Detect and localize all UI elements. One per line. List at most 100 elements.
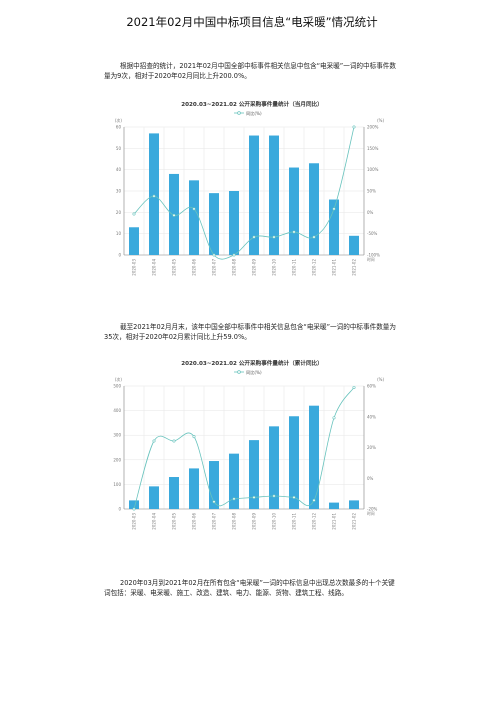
y-left-tick-label: 20 bbox=[116, 210, 122, 215]
bar-2021-01 bbox=[329, 199, 339, 255]
y-right-tick-label: 100% bbox=[367, 167, 379, 172]
x-tick-label: 2021-01 bbox=[332, 259, 337, 276]
x-tick-label: 2020-05 bbox=[172, 259, 177, 276]
yoy-point-2020-08 bbox=[232, 497, 236, 501]
bar-2020-09 bbox=[249, 135, 259, 255]
y-left-tick-label: 40 bbox=[116, 167, 122, 172]
yoy-point-2020-09 bbox=[252, 495, 256, 499]
yoy-point-2020-08 bbox=[232, 253, 236, 257]
x-tick-label: 2020-10 bbox=[272, 513, 277, 530]
y-left-unit: (次) bbox=[115, 117, 123, 123]
y-right-tick-label: 200% bbox=[367, 125, 379, 130]
x-tick-label: 2021-02 bbox=[352, 513, 357, 530]
paragraph-monthly-summary: 根据中招查的统计，2021年02月中国全部中标事件相关信息中包含“电采暖”一词的… bbox=[104, 62, 396, 80]
y-right-tick-label: 150% bbox=[367, 146, 379, 151]
yoy-point-2020-10 bbox=[272, 494, 276, 498]
y-right-unit: (%) bbox=[377, 377, 384, 382]
bar-2020-09 bbox=[249, 440, 259, 509]
chart-cumulative-yoy-svg: 2020.03~2021.02 公开采购事件量统计（累计同比） 同比(%) (次) (… bbox=[113, 359, 384, 530]
paragraph-cumulative-summary: 截至2021年02月月末，该年中国全部中标事件中相关信息包含“电采暖”一词的中标… bbox=[104, 323, 396, 341]
x-tick-label: 2020-11 bbox=[292, 259, 297, 276]
page-title: 2021年02月中国中标项目信息“电采暖”情况统计 bbox=[126, 15, 378, 29]
bar-2020-07 bbox=[209, 193, 219, 255]
y-left-tick-label: 30 bbox=[116, 189, 122, 194]
legend-label: 同比(%) bbox=[246, 369, 262, 376]
x-tick-label: 2021-01 bbox=[332, 513, 337, 530]
x-tick-label: 2020-10 bbox=[272, 259, 277, 276]
bar-2020-10 bbox=[269, 426, 279, 509]
y-left-tick-label: 50 bbox=[116, 146, 122, 151]
x-tick-label: 2020-08 bbox=[232, 259, 237, 276]
x-tick-label: 2020-12 bbox=[312, 513, 317, 530]
x-tick-label: 2020-08 bbox=[232, 513, 237, 530]
yoy-point-2020-12 bbox=[312, 235, 316, 239]
yoy-point-2020-03 bbox=[132, 212, 136, 216]
bar-2021-02 bbox=[349, 500, 359, 509]
y-right-tick-label: -50% bbox=[367, 231, 378, 236]
yoy-point-2020-09 bbox=[252, 235, 256, 239]
y-right-tick-label: 50% bbox=[367, 189, 376, 194]
y-right-tick-label: 60% bbox=[367, 384, 376, 389]
bar-2020-05 bbox=[169, 477, 179, 509]
yoy-point-2020-11 bbox=[292, 230, 296, 234]
yoy-point-2020-10 bbox=[272, 235, 276, 239]
chart-monthly-yoy: 2020.03~2021.02 公开采购事件量统计（当月同比） 同比(%) (次) (… bbox=[106, 97, 398, 297]
yoy-line bbox=[133, 387, 355, 510]
y-left-tick-label: 500 bbox=[113, 384, 121, 389]
yoy-point-2020-06 bbox=[192, 435, 196, 439]
bar-2020-06 bbox=[189, 468, 199, 509]
yoy-point-2021-02 bbox=[352, 385, 356, 389]
y-left-tick-label: 10 bbox=[116, 231, 122, 236]
x-tick-label: 2020-09 bbox=[252, 259, 257, 276]
bar-2021-02 bbox=[349, 235, 359, 255]
chart-title: 2020.03~2021.02 公开采购事件量统计（累计同比） bbox=[181, 359, 323, 367]
y-left-unit: (次) bbox=[115, 376, 123, 382]
y-right-tick-label: -100% bbox=[367, 253, 380, 258]
yoy-point-2020-04 bbox=[152, 194, 156, 198]
bar-2020-08 bbox=[229, 453, 239, 509]
x-tick-label: 2020-05 bbox=[172, 513, 177, 530]
yoy-point-2020-05 bbox=[172, 213, 176, 217]
x-axis-label: 时间 bbox=[367, 257, 375, 262]
bar-2020-07 bbox=[209, 461, 219, 509]
yoy-point-2021-01 bbox=[332, 207, 336, 211]
x-tick-label: 2020-09 bbox=[252, 513, 257, 530]
bar-2020-11 bbox=[289, 416, 299, 509]
x-tick-label: 2020-06 bbox=[192, 259, 197, 276]
y-left-tick-label: 60 bbox=[116, 125, 122, 130]
x-tick-label: 2020-06 bbox=[192, 513, 197, 530]
bar-2021-01 bbox=[329, 502, 339, 509]
bar-2020-04 bbox=[149, 133, 159, 255]
y-right-tick-label: 40% bbox=[367, 414, 376, 419]
chart-monthly-yoy-svg: 2020.03~2021.02 公开采购事件量统计（当月同比） 同比(%) (次) (… bbox=[115, 100, 385, 276]
bar-2020-04 bbox=[149, 486, 159, 509]
yoy-point-2020-04 bbox=[152, 439, 156, 443]
yoy-point-2020-12 bbox=[312, 498, 316, 502]
y-left-tick-label: 400 bbox=[113, 408, 121, 413]
bar-2020-03 bbox=[129, 227, 139, 255]
chart-title: 2020.03~2021.02 公开采购事件量统计（当月同比） bbox=[181, 100, 323, 108]
bar-2020-06 bbox=[189, 180, 199, 255]
yoy-point-2020-11 bbox=[292, 495, 296, 499]
bar-2020-08 bbox=[229, 191, 239, 255]
yoy-point-2020-03 bbox=[132, 507, 136, 511]
x-tick-label: 2020-04 bbox=[152, 513, 157, 530]
x-tick-label: 2020-03 bbox=[132, 513, 137, 530]
yoy-point-2020-06 bbox=[192, 207, 196, 211]
yoy-point-2021-01 bbox=[332, 416, 336, 420]
y-right-tick-label: -20% bbox=[367, 507, 378, 512]
x-tick-label: 2020-11 bbox=[292, 513, 297, 530]
y-right-unit: (%) bbox=[377, 118, 384, 123]
legend-label: 同比(%) bbox=[246, 110, 262, 117]
paragraph-keywords: 2020年03月到2021年02月在所有包含“电采暖”一词的中标信息中出现总次数… bbox=[104, 579, 395, 597]
x-tick-label: 2020-12 bbox=[312, 259, 317, 276]
bar-2020-11 bbox=[289, 167, 299, 255]
x-tick-label: 2020-07 bbox=[212, 513, 217, 530]
y-left-tick-label: 300 bbox=[113, 433, 121, 438]
y-left-tick-label: 200 bbox=[113, 457, 121, 462]
x-axis-label: 时间 bbox=[367, 511, 375, 516]
y-right-tick-label: 20% bbox=[367, 445, 376, 450]
y-left-tick-label: 0 bbox=[118, 253, 121, 258]
bar-2020-10 bbox=[269, 135, 279, 255]
yoy-point-2020-07 bbox=[212, 253, 216, 257]
